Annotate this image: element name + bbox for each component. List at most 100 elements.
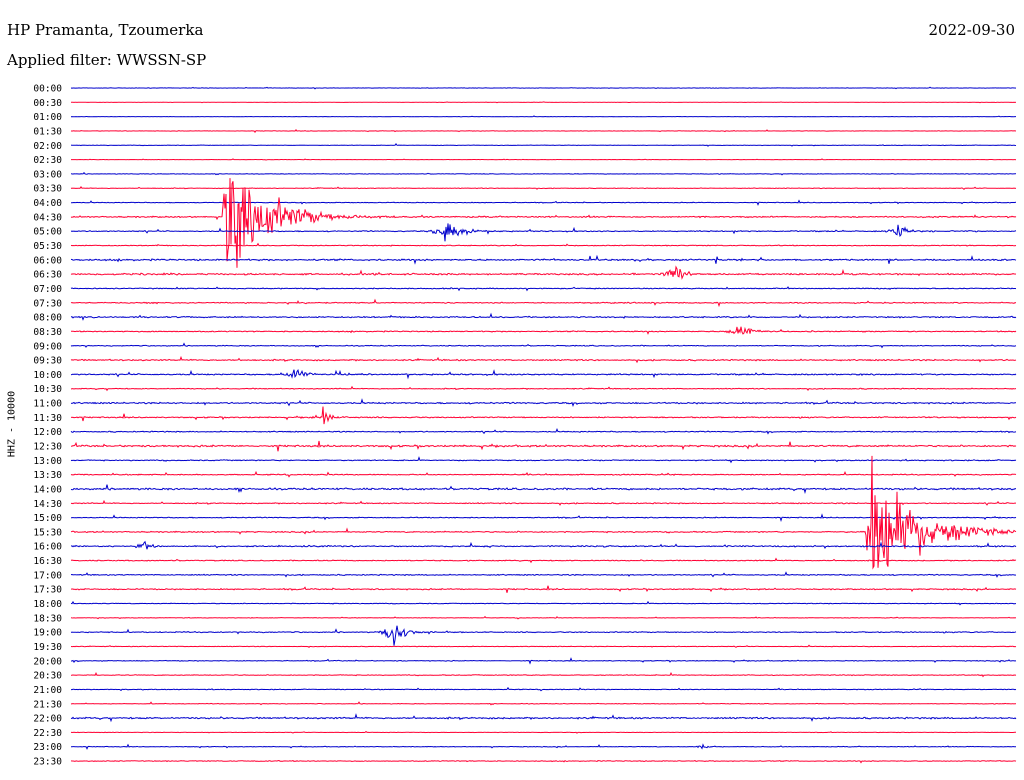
- trace-line: [70, 470, 1017, 478]
- time-label: 01:30: [33, 126, 62, 137]
- trace-line: [71, 686, 1017, 692]
- time-label: 16:30: [33, 556, 62, 567]
- time-label: 10:00: [33, 370, 62, 381]
- time-label: 08:00: [33, 313, 62, 324]
- time-label: 00:00: [33, 84, 62, 95]
- time-label: 21:30: [33, 699, 62, 710]
- trace-line: [71, 671, 1017, 678]
- time-label: 19:00: [33, 628, 62, 639]
- trace-line: [70, 484, 1017, 494]
- trace-line: [70, 701, 1017, 706]
- time-label: 06:00: [33, 255, 62, 266]
- trace-line: [70, 730, 1016, 734]
- time-label: 21:00: [33, 685, 62, 696]
- trace-line: [70, 86, 1017, 90]
- trace-line: [70, 286, 1017, 292]
- time-label: 17:30: [33, 585, 62, 596]
- time-label: 20:30: [33, 671, 62, 682]
- trace-line: [70, 499, 1016, 506]
- trace-line: [70, 178, 1017, 268]
- trace-line: [70, 265, 1017, 280]
- trace-line: [70, 398, 1016, 407]
- time-label: 17:00: [33, 570, 62, 581]
- time-label: 14:30: [33, 499, 62, 510]
- trace-line: [71, 158, 1017, 161]
- time-label: 02:30: [33, 155, 62, 166]
- time-label: 09:00: [33, 341, 62, 352]
- time-label: 01:00: [33, 112, 62, 123]
- time-label: 16:00: [33, 542, 62, 553]
- trace-line: [71, 513, 1017, 523]
- time-label: 22:30: [33, 728, 62, 739]
- time-label: 12:30: [33, 442, 62, 453]
- time-label: 03:30: [33, 184, 62, 195]
- time-label: 04:30: [33, 212, 62, 223]
- trace-line: [70, 440, 1017, 452]
- trace-line: [70, 759, 1017, 764]
- time-label: 11:30: [33, 413, 62, 424]
- trace-line: [70, 326, 1017, 335]
- trace-line: [70, 385, 1017, 392]
- time-label: 07:30: [33, 298, 62, 309]
- time-label: 05:00: [33, 227, 62, 238]
- trace-line: [70, 342, 1017, 349]
- trace-line: [71, 101, 1017, 104]
- time-label: 10:30: [33, 384, 62, 395]
- time-label: 22:00: [33, 714, 62, 725]
- trace-line: [70, 186, 1017, 190]
- time-label: 11:00: [33, 399, 62, 410]
- trace-line: [70, 406, 1017, 425]
- time-label: 00:30: [33, 98, 62, 109]
- trace-line: [70, 143, 1017, 147]
- trace-line: [70, 223, 1017, 242]
- time-label: 19:30: [33, 642, 62, 653]
- time-label: 13:00: [33, 456, 62, 467]
- trace-line: [70, 615, 1017, 620]
- trace-line: [70, 540, 1017, 550]
- trace-line: [70, 557, 1017, 564]
- trace-line: [70, 625, 1017, 646]
- time-label: 02:00: [33, 141, 62, 152]
- trace-line: [70, 427, 1017, 435]
- time-label: 18:30: [33, 613, 62, 624]
- trace-line: [70, 128, 1017, 134]
- time-label: 08:30: [33, 327, 62, 338]
- trace-line: [70, 242, 1017, 247]
- seismic-traces: [70, 86, 1017, 764]
- time-label: 09:30: [33, 356, 62, 367]
- trace-line: [70, 115, 1016, 118]
- time-label: 23:30: [33, 757, 62, 768]
- station-title: HP Pramanta, Tzoumerka: [7, 21, 204, 39]
- trace-line: [71, 743, 1016, 750]
- trace-line: [70, 600, 1016, 606]
- time-label: 18:00: [33, 599, 62, 610]
- trace-line: [70, 199, 1017, 206]
- trace-line: [70, 254, 1017, 265]
- date-label: 2022-09-30: [928, 21, 1015, 39]
- time-label: 05:30: [33, 241, 62, 252]
- trace-line: [70, 456, 1017, 464]
- trace-line: [70, 571, 1017, 578]
- trace-line: [71, 657, 1017, 665]
- trace-line: [70, 585, 1017, 593]
- time-label: 15:30: [33, 527, 62, 538]
- trace-line: [70, 644, 1017, 648]
- time-labels: 00:00 00:30 01:00 01:30 02:00 02:30 03:00 03:30…: [33, 84, 62, 768]
- time-label: 14:00: [33, 484, 62, 495]
- trace-line: [70, 355, 1017, 364]
- time-label: 23:00: [33, 742, 62, 753]
- time-label: 15:00: [33, 513, 62, 524]
- trace-line: [70, 171, 1017, 176]
- time-label: 13:30: [33, 470, 62, 481]
- time-label: 12:00: [33, 427, 62, 438]
- trace-line: [70, 455, 1017, 570]
- trace-line: [70, 298, 1017, 308]
- time-label: 04:00: [33, 198, 62, 209]
- time-label: 06:30: [33, 270, 62, 281]
- trace-line: [70, 713, 1017, 723]
- filter-label: Applied filter: WWSSN-SP: [7, 51, 207, 69]
- trace-line: [70, 312, 1017, 321]
- trace-line: [70, 369, 1017, 380]
- time-label: 07:00: [33, 284, 62, 295]
